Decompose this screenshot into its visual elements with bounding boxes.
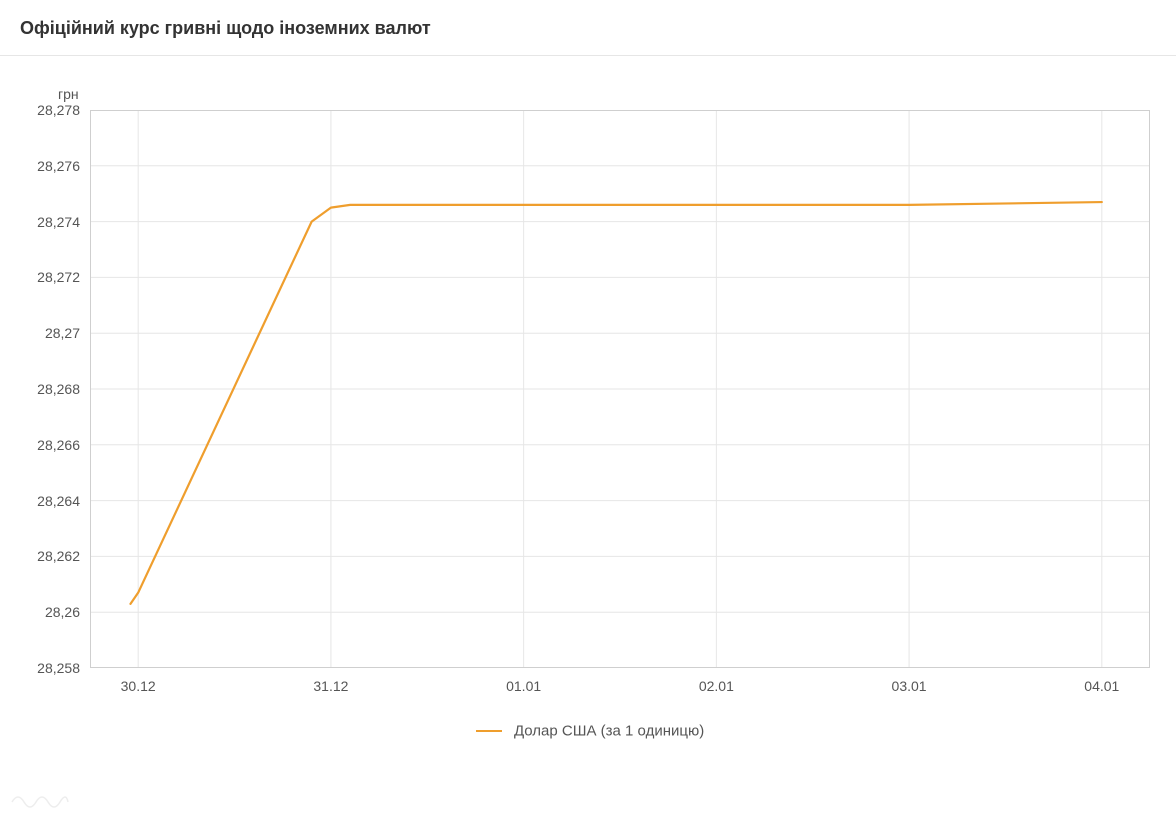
- y-tick-label: 28,264: [37, 493, 80, 509]
- y-tick-label: 28,274: [37, 214, 80, 230]
- x-tick-label: 02.01: [699, 678, 734, 694]
- y-tick-label: 28,258: [37, 660, 80, 676]
- x-tick-label: 30.12: [121, 678, 156, 694]
- y-tick-label: 28,278: [37, 102, 80, 118]
- series-line-usd: [130, 202, 1101, 604]
- y-tick-label: 28,262: [37, 548, 80, 564]
- plot-svg: [90, 110, 1150, 668]
- y-tick-label: 28,27: [45, 325, 80, 341]
- watermark-scribble-icon: [10, 788, 70, 808]
- chart-title: Офіційний курс гривні щодо іноземних вал…: [0, 0, 1176, 55]
- y-axis-title: грн: [58, 86, 79, 102]
- y-tick-label: 28,268: [37, 381, 80, 397]
- chart-area: грн 28,258 28,26 28,262 28,264 28,266 28,268 2…: [20, 86, 1160, 766]
- y-tick-label: 28,276: [37, 158, 80, 174]
- legend-swatch: [476, 730, 502, 733]
- header-divider: [0, 55, 1176, 56]
- x-tick-label: 31.12: [313, 678, 348, 694]
- y-tick-label: 28,266: [37, 437, 80, 453]
- y-tick-label: 28,26: [45, 604, 80, 620]
- x-tick-label: 04.01: [1084, 678, 1119, 694]
- gridlines-horizontal: [90, 110, 1150, 668]
- legend-label: Долар США (за 1 одиницю): [514, 723, 704, 740]
- legend: Долар США (за 1 одиницю): [20, 722, 1160, 740]
- x-tick-label: 03.01: [892, 678, 927, 694]
- chart-container: Офіційний курс гривні щодо іноземних вал…: [0, 0, 1176, 814]
- y-tick-label: 28,272: [37, 269, 80, 285]
- x-tick-label: 01.01: [506, 678, 541, 694]
